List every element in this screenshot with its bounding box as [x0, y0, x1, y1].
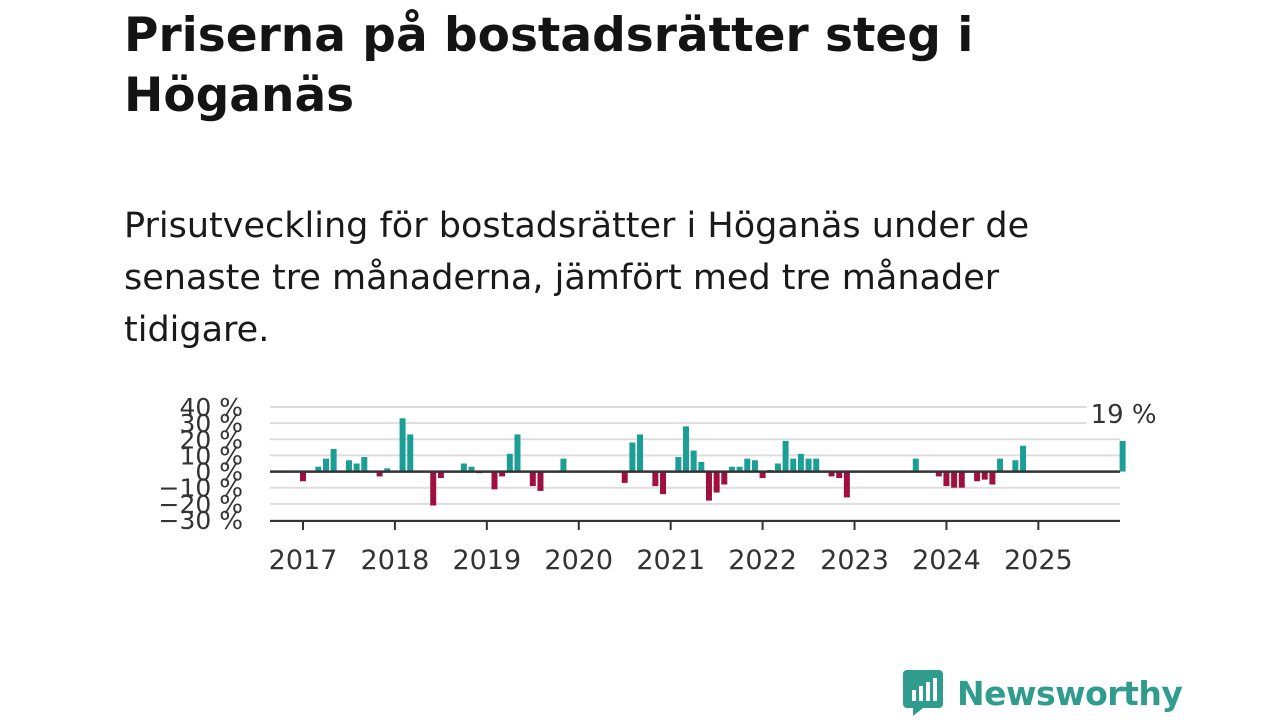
- bar: [537, 471, 544, 491]
- newsworthy-logo-icon: [903, 670, 943, 716]
- bar: [330, 448, 337, 472]
- bar: [361, 457, 368, 472]
- bar: [491, 471, 498, 490]
- bar: [713, 471, 720, 493]
- bar: [384, 468, 391, 472]
- bar: [430, 471, 437, 506]
- bar: [698, 461, 705, 472]
- bar: [912, 458, 919, 472]
- bar: [836, 471, 843, 479]
- bar: [813, 458, 820, 472]
- bar: [828, 471, 835, 477]
- x-tick-label: 2018: [361, 545, 430, 576]
- bar: [529, 471, 536, 487]
- newsworthy-logo: Newsworthy: [903, 670, 1183, 716]
- y-tick-label: 40 %: [179, 393, 243, 422]
- y-tick-label: −20 %: [159, 490, 243, 519]
- x-tick-label: 2023: [820, 545, 889, 576]
- bar: [705, 471, 712, 501]
- bar: [797, 453, 804, 472]
- bar: [353, 463, 360, 472]
- annotation-background: [1086, 397, 1161, 427]
- x-tick-label: 2021: [636, 545, 705, 576]
- bar: [759, 471, 766, 479]
- brand-name: Newsworthy: [957, 673, 1183, 713]
- bar: [690, 450, 697, 472]
- bar: [300, 471, 306, 482]
- bar: [790, 458, 797, 472]
- y-tick-label: −30 %: [159, 506, 243, 535]
- x-tick-label: 2022: [728, 545, 797, 576]
- bar: [629, 442, 636, 472]
- x-tick-label: 2020: [544, 545, 613, 576]
- chart-title: Priserna på bostadsrätter steg i Höganäs: [124, 8, 974, 123]
- bar: [751, 460, 758, 472]
- bar: [1020, 445, 1027, 472]
- bar: [728, 466, 735, 472]
- y-tick-label: 10 %: [179, 441, 243, 470]
- bar: [407, 434, 414, 472]
- bar: [989, 471, 996, 485]
- bar: [958, 471, 965, 488]
- bar: [468, 466, 475, 472]
- bar: [675, 457, 682, 472]
- y-tick-label: 0 %: [195, 458, 243, 487]
- bar: [437, 471, 444, 479]
- bar: [315, 466, 322, 472]
- bar-chart: 40 %30 %20 %10 %0 %−10 %−20 %−30 % 2017 20…: [159, 393, 1161, 576]
- bar: [399, 418, 406, 472]
- bar: [736, 466, 743, 472]
- bar: [460, 463, 467, 472]
- y-tick-label: 30 %: [179, 409, 243, 438]
- bar: [997, 458, 1004, 472]
- bar: [774, 463, 781, 472]
- bar: [560, 458, 567, 472]
- value-annotation: 19 %: [1091, 400, 1157, 430]
- bar: [744, 458, 751, 472]
- x-tick-label: 2019: [452, 545, 521, 576]
- bar: [935, 471, 942, 477]
- bar: [376, 471, 383, 477]
- bar: [514, 434, 521, 472]
- bar: [506, 453, 513, 472]
- y-tick-label: 20 %: [179, 425, 243, 454]
- bar: [1012, 460, 1019, 472]
- bar: [345, 460, 352, 472]
- bar: [652, 471, 659, 487]
- bar: [843, 471, 850, 498]
- bar: [660, 471, 667, 495]
- bar: [721, 471, 728, 485]
- bar: [683, 426, 689, 472]
- bar: [637, 434, 644, 472]
- bar: [981, 471, 988, 480]
- bar: [951, 471, 958, 488]
- bar: [621, 471, 628, 483]
- bar: [499, 471, 506, 477]
- bar: [974, 471, 981, 482]
- x-tick-label: 2017: [269, 545, 338, 576]
- y-tick-label: −10 %: [159, 474, 243, 503]
- bar: [782, 440, 789, 472]
- x-tick-label: 2024: [912, 545, 981, 576]
- chart-subtitle: Prisutveckling för bostadsrätter i Högan…: [124, 206, 1030, 350]
- bar: [322, 458, 329, 472]
- x-tick-label: 2025: [1004, 545, 1073, 576]
- bar: [805, 458, 812, 472]
- bar: [1119, 440, 1126, 472]
- bar: [943, 471, 950, 487]
